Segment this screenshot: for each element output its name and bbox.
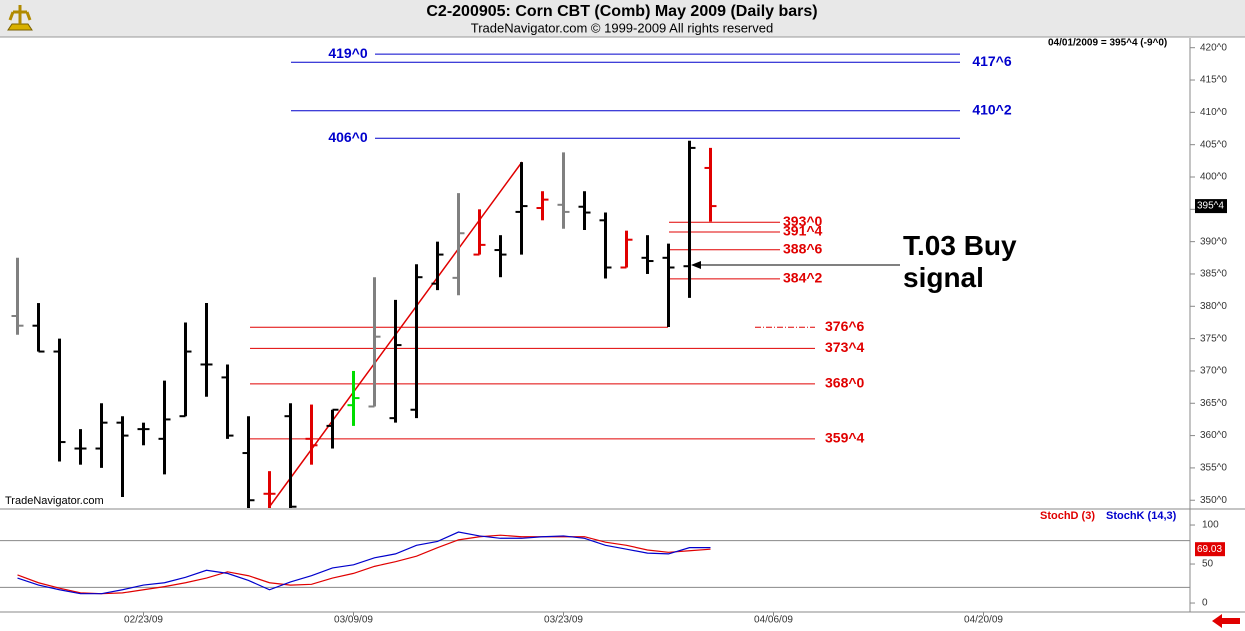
level-label: 373^4 <box>825 339 865 355</box>
price-bars <box>11 53 960 508</box>
last-value-label: 69.03 <box>1197 544 1222 555</box>
level-label: 368^0 <box>825 375 865 391</box>
x-tick-label: 04/20/09 <box>964 615 1003 626</box>
level-label: 410^2 <box>972 101 1012 117</box>
chart-subtitle: TradeNavigator.com © 1999-2009 All right… <box>471 20 773 35</box>
y-tick-label: 415^0 <box>1200 75 1227 86</box>
header-bar <box>0 0 1245 37</box>
level-label: 419^0 <box>328 45 368 61</box>
level-label: 417^6 <box>972 53 1012 69</box>
legend-entry: StochD (3) <box>1040 510 1095 522</box>
y-tick-label: 50 <box>1202 559 1214 570</box>
y-tick-label: 360^0 <box>1200 430 1227 441</box>
watermark: TradeNavigator.com <box>5 495 104 507</box>
quote: 04/01/2009 = 395^4 (-9^0) <box>1048 38 1167 49</box>
y-tick-label: 420^0 <box>1200 42 1227 53</box>
y-tick-label: 355^0 <box>1200 463 1227 474</box>
scroll-arrow[interactable] <box>1212 614 1240 628</box>
level-label: 406^0 <box>328 129 368 145</box>
y-tick-label: 385^0 <box>1200 269 1227 280</box>
y-tick-label: 365^0 <box>1200 398 1227 409</box>
logo <box>7 5 33 31</box>
last-price-label: 395^4 <box>1197 201 1224 212</box>
level-label: 393^0 <box>783 213 823 229</box>
stoch-line <box>17 531 711 595</box>
legend-entry: StochK (14,3) <box>1106 510 1177 522</box>
signal-annotation: T.03 Buy signal <box>903 230 1017 293</box>
y-tick-label: 405^0 <box>1200 139 1227 150</box>
level-label: 391^4 <box>783 223 823 239</box>
y-tick-label: 0 <box>1202 598 1208 609</box>
x-tick-label: 03/09/09 <box>334 615 373 626</box>
level-label: 376^6 <box>825 318 865 334</box>
last-value-box <box>1195 542 1225 557</box>
y-tick-label: 350^0 <box>1200 495 1227 506</box>
level-label: 384^2 <box>783 270 823 286</box>
y-tick-label: 100 <box>1202 520 1219 531</box>
y-tick-label: 410^0 <box>1200 107 1227 118</box>
x-tick-label: 04/06/09 <box>754 615 793 626</box>
y-tick-label: 375^0 <box>1200 333 1227 344</box>
chart-title: C2-200905: Corn CBT (Comb) May 2009 (Dai… <box>426 3 817 20</box>
level-label: 359^4 <box>825 430 865 446</box>
x-tick-label: 03/23/09 <box>544 615 583 626</box>
x-tick-label: 02/23/09 <box>124 615 163 626</box>
y-tick-label: 390^0 <box>1200 236 1227 247</box>
last-price-box <box>1195 199 1227 214</box>
y-tick-label: 370^0 <box>1200 366 1227 377</box>
y-tick-label: 400^0 <box>1200 172 1227 183</box>
level-label: 388^6 <box>783 240 823 256</box>
stoch-line <box>17 534 711 595</box>
y-tick-label: 380^0 <box>1200 301 1227 312</box>
